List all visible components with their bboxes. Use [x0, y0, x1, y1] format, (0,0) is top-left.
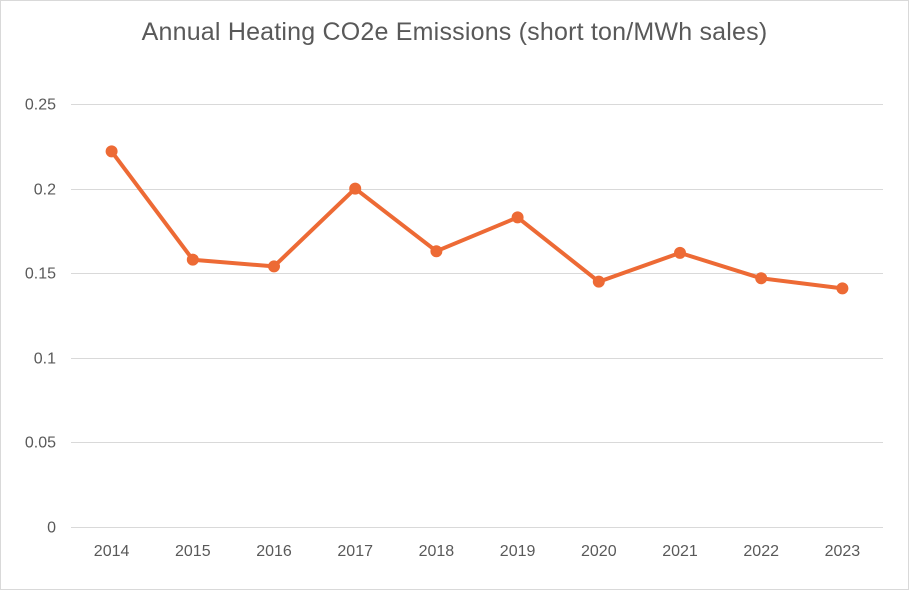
x-tick-label: 2021 — [662, 543, 698, 560]
data-point — [511, 211, 524, 224]
x-tick-label: 2016 — [256, 543, 292, 560]
series-line — [109, 149, 845, 291]
x-tick-label: 2019 — [500, 543, 536, 560]
y-tick-label: 0.2 — [34, 182, 56, 199]
x-tick-label: 2015 — [175, 543, 211, 560]
y-tick-label: 0.1 — [34, 351, 56, 368]
data-point — [268, 260, 280, 273]
axis-layer: 0 0.05 0.1 0.15 0.2 0.25 2014 2015 2016 2017 2018 2… — [25, 97, 860, 561]
data-point — [755, 272, 768, 285]
data-point — [105, 145, 118, 158]
x-tick-label: 2020 — [581, 543, 617, 560]
data-point — [592, 275, 605, 288]
x-tick-label: 2017 — [337, 543, 373, 560]
grid-layer — [71, 104, 883, 528]
x-tick-label: 2014 — [94, 543, 130, 560]
data-point — [186, 253, 199, 266]
series-layer — [105, 145, 849, 295]
x-tick-label: 2022 — [743, 543, 779, 560]
y-tick-label: 0.25 — [25, 97, 56, 114]
y-tick-label: 0 — [47, 520, 56, 537]
data-point — [836, 282, 849, 295]
data-point — [430, 245, 443, 258]
data-point — [349, 182, 362, 195]
y-tick-label: 0.15 — [25, 266, 56, 283]
x-tick-label: 2023 — [825, 543, 861, 560]
data-point — [674, 246, 686, 259]
chart-title: Annual Heating CO2e Emissions (short ton… — [141, 18, 768, 46]
x-tick-label: 2018 — [419, 543, 455, 560]
y-tick-label: 0.05 — [25, 435, 56, 452]
